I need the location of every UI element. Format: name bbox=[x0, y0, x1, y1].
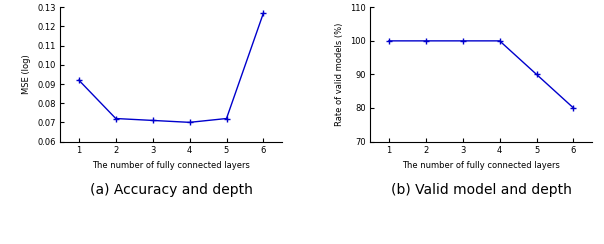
X-axis label: The number of fully connected layers: The number of fully connected layers bbox=[402, 161, 560, 170]
X-axis label: The number of fully connected layers: The number of fully connected layers bbox=[92, 161, 250, 170]
Y-axis label: Rate of valid models (%): Rate of valid models (%) bbox=[335, 23, 344, 126]
Y-axis label: MSE (log): MSE (log) bbox=[22, 55, 31, 94]
Text: (b) Valid model and depth: (b) Valid model and depth bbox=[391, 183, 571, 197]
Text: (a) Accuracy and depth: (a) Accuracy and depth bbox=[90, 183, 252, 197]
